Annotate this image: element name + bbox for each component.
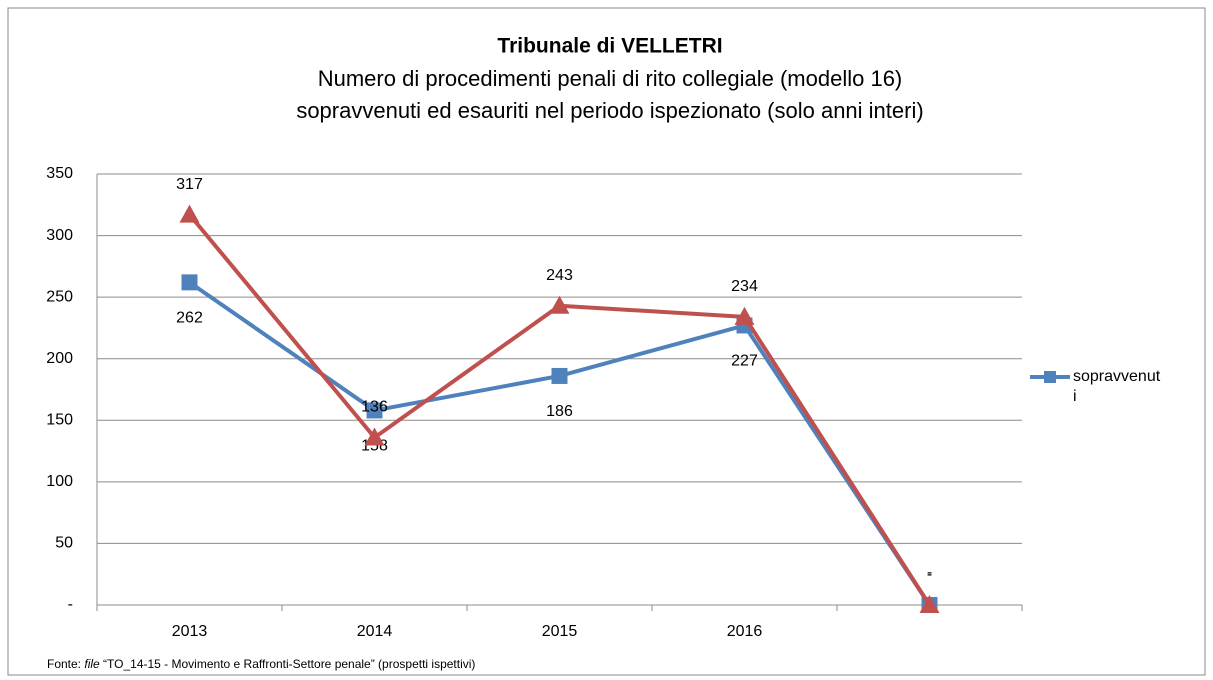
- source-prefix: Fonte:: [47, 657, 85, 671]
- y-tick-label: -: [68, 596, 73, 613]
- marker: [179, 204, 200, 223]
- y-tick-label: 250: [46, 288, 73, 305]
- marker: [364, 427, 385, 446]
- data-label: 186: [546, 403, 573, 420]
- x-tick-label: 2015: [542, 623, 578, 640]
- data-label: 317: [176, 176, 203, 193]
- data-label: -: [927, 564, 932, 581]
- marker: [181, 274, 198, 291]
- data-label: -: [927, 566, 932, 583]
- x-tick-label: 2014: [357, 623, 393, 640]
- data-label: 227: [731, 353, 758, 370]
- y-tick-label: 50: [55, 535, 73, 552]
- chart-subtitle: Numero di procedimenti penali di rito co…: [318, 66, 903, 91]
- x-tick-label: 2013: [172, 623, 208, 640]
- y-tick-label: 350: [46, 165, 73, 182]
- data-label: 262: [176, 310, 203, 327]
- source-rest: “TO_14-15 - Movimento e Raffronti-Settor…: [99, 657, 476, 671]
- y-tick-label: 300: [46, 227, 73, 244]
- data-label: 234: [731, 278, 758, 295]
- legend-marker: [1044, 371, 1056, 383]
- marker: [919, 595, 940, 613]
- marker: [734, 306, 755, 325]
- source-note: Fonte: file “TO_14-15 - Movimento e Raff…: [47, 657, 475, 671]
- marker: [366, 402, 383, 419]
- series-line: [188, 280, 932, 607]
- y-tick-label: 150: [46, 412, 73, 429]
- marker: [551, 367, 568, 384]
- data-label: 136: [361, 399, 388, 416]
- x-tick-label: 2016: [727, 623, 763, 640]
- source-italic: file: [84, 657, 100, 671]
- legend-label: sopravvenuti: [1073, 368, 1161, 405]
- chart-border: [7, 7, 1206, 676]
- y-tick-label: 200: [46, 350, 73, 367]
- chart-title: Tribunale di VELLETRI: [497, 35, 722, 58]
- chart-subtitle: sopravvenuti ed esauriti nel periodo isp…: [296, 98, 923, 123]
- y-tick-label: 100: [46, 473, 73, 490]
- marker: [549, 295, 570, 314]
- data-label: 243: [546, 267, 573, 284]
